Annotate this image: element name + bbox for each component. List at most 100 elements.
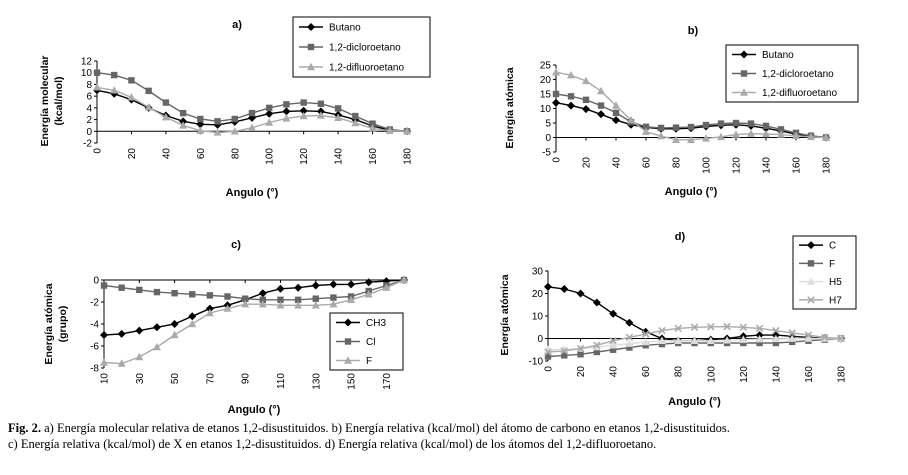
panel-label: c) — [231, 239, 241, 251]
x-axis-title: Angulo (°) — [665, 186, 718, 198]
data-point — [687, 135, 695, 144]
legend-marker — [740, 88, 748, 96]
panel-label: d) — [675, 231, 686, 243]
legend-marker — [307, 23, 315, 31]
data-point — [347, 295, 356, 303]
data-point — [544, 353, 552, 360]
x-tick-label: 140 — [334, 148, 345, 165]
panel-c-chart: c) -8 -6 -4 -2 0 10 30 50 70 90 110 130 150 170 Angulo … — [43, 239, 408, 416]
y-tick-label: 2 — [86, 115, 92, 126]
data-point — [299, 111, 308, 120]
data-point — [582, 96, 590, 103]
data-point — [577, 351, 584, 358]
data-point — [609, 336, 617, 345]
data-point — [626, 344, 633, 351]
data-point — [214, 118, 221, 125]
data-point — [179, 121, 188, 129]
data-point — [224, 293, 231, 300]
data-point — [762, 122, 770, 130]
data-point — [136, 286, 143, 294]
x-tick-label: 30 — [135, 373, 146, 385]
y-tick-label: 5 — [545, 119, 551, 130]
data-point — [642, 123, 650, 130]
data-point — [161, 113, 170, 121]
data-point — [567, 70, 575, 79]
y-tick-label: 0 — [86, 127, 92, 138]
data-point — [820, 333, 829, 342]
data-point — [702, 121, 710, 129]
x-tick-label: 160 — [368, 148, 379, 165]
x-tick-label: 50 — [170, 373, 181, 385]
data-point — [110, 86, 119, 94]
data-point — [352, 112, 359, 120]
data-point — [205, 304, 214, 313]
y-tick-label: 10 — [81, 68, 93, 79]
data-point — [400, 275, 408, 284]
data-point — [145, 87, 152, 95]
legend-marker — [807, 277, 815, 285]
data-point — [93, 83, 101, 91]
x-axis-title: Angulo (°) — [228, 404, 281, 416]
data-point — [544, 348, 552, 356]
panel-label: b) — [688, 25, 699, 37]
data-point — [690, 323, 699, 332]
data-point — [592, 298, 601, 307]
series-line-1,2-dicloroetano — [96, 72, 408, 132]
x-tick-label: 100 — [702, 157, 713, 174]
legend-marker — [807, 260, 815, 267]
legend-label: H7 — [829, 295, 842, 306]
y-tick-label: -2 — [90, 298, 99, 309]
x-tick-label: 20 — [127, 148, 138, 160]
legend-label: F — [366, 356, 372, 367]
data-point — [248, 109, 256, 117]
data-point — [788, 329, 796, 337]
x-tick-label: 40 — [609, 366, 620, 378]
y-axis-title: (grupo) — [57, 306, 69, 343]
data-point — [135, 326, 144, 335]
x-tick-label: 90 — [241, 373, 252, 385]
data-point — [188, 312, 197, 321]
data-point — [213, 128, 222, 136]
y-tick-label: -10 — [529, 357, 544, 368]
y-tick-label: 20 — [540, 75, 552, 86]
x-tick-label: 0 — [93, 148, 104, 154]
data-point — [717, 132, 725, 141]
data-point — [152, 342, 161, 351]
data-point — [552, 68, 560, 76]
legend-label: F — [829, 259, 835, 270]
data-point — [205, 308, 214, 317]
data-point — [299, 106, 308, 115]
x-tick-label: 40 — [161, 148, 172, 160]
data-point — [368, 124, 377, 132]
y-tick-label: 4 — [86, 103, 92, 114]
data-point — [206, 292, 214, 299]
data-point — [277, 296, 284, 303]
data-point — [702, 134, 710, 142]
data-point — [248, 123, 256, 131]
data-point — [739, 335, 748, 343]
data-point — [153, 288, 161, 296]
data-point — [364, 278, 373, 287]
legend-box — [792, 235, 857, 310]
y-tick-label: 6 — [86, 92, 92, 103]
data-point — [567, 101, 575, 110]
x-tick-label: 120 — [732, 157, 743, 174]
data-point — [625, 333, 634, 342]
data-point — [717, 120, 725, 127]
x-axis-title: Angulo (°) — [226, 187, 279, 199]
data-point — [560, 285, 569, 293]
data-point — [609, 309, 618, 318]
x-tick-label: 0 — [544, 366, 555, 372]
data-point — [625, 339, 634, 347]
x-tick-label: 60 — [196, 148, 207, 160]
data-point — [294, 296, 302, 303]
x-tick-label: 100 — [706, 366, 717, 383]
data-point — [259, 296, 267, 303]
data-point — [609, 346, 617, 353]
data-point — [706, 336, 715, 344]
data-point — [762, 129, 770, 138]
x-tick-label: 80 — [230, 148, 241, 160]
data-point — [739, 323, 748, 332]
